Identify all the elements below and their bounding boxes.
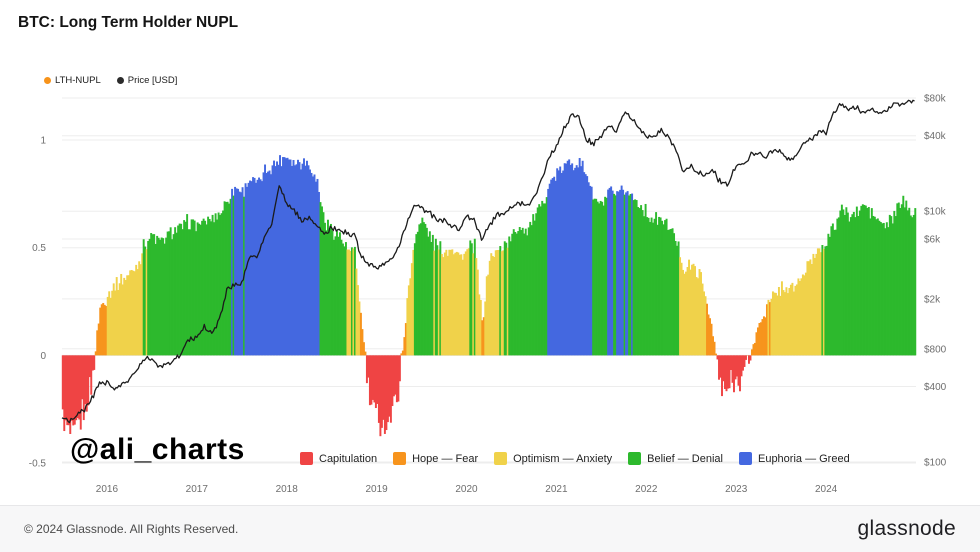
legend-item-price[interactable]: Price [USD]	[116, 75, 178, 86]
svg-text:2023: 2023	[725, 484, 748, 495]
svg-text:0.5: 0.5	[32, 243, 46, 254]
svg-text:$400: $400	[924, 382, 947, 393]
euphoria-greed-swatch-icon	[738, 452, 752, 465]
svg-text:$10k: $10k	[924, 207, 947, 218]
svg-text:$2k: $2k	[924, 294, 941, 305]
svg-text:2022: 2022	[635, 484, 658, 495]
svg-text:1: 1	[40, 136, 46, 147]
axis-labels: -0.5 0 0.5 1 $100 $400 $800 $2k $6k $10k $40k $80k 2…	[29, 94, 947, 496]
svg-text:2021: 2021	[545, 484, 568, 495]
nupl-price-chart[interactable]: -0.5 0 0.5 1 $100 $400 $800 $2k $6k $10k $40k $80k 2…	[0, 0, 980, 505]
legend-item-belief-denial[interactable]: Belief — Denial	[628, 452, 723, 465]
capitulation-swatch-icon	[300, 452, 313, 465]
svg-text:2019: 2019	[365, 484, 388, 495]
svg-text:$80k: $80k	[924, 94, 947, 105]
svg-text:0: 0	[40, 351, 46, 362]
svg-text:2020: 2020	[455, 484, 478, 495]
svg-text:$6k: $6k	[924, 235, 941, 246]
belief-denial-label: Belief — Denial	[647, 452, 723, 465]
price-label: Price [USD]	[127, 75, 178, 86]
hope-fear-swatch-icon	[393, 452, 407, 465]
watermark: @ali_charts	[70, 433, 245, 466]
legend-item-optimism-anxiety[interactable]: Optimism — Anxiety	[494, 452, 612, 465]
page-title: BTC: Long Term Holder NUPL	[18, 14, 239, 31]
euphoria-greed-label: Euphoria — Greed	[757, 452, 850, 465]
capitulation-label: Capitulation	[319, 452, 378, 465]
legend-item-hope-fear[interactable]: Hope — Fear	[393, 452, 478, 465]
price-line	[61, 99, 915, 424]
footer: © 2024 Glassnode. All Rights Reserved. g…	[0, 505, 980, 552]
svg-text:2018: 2018	[276, 484, 299, 495]
svg-text:2016: 2016	[96, 484, 119, 495]
legend-item-capitulation[interactable]: Capitulation	[300, 452, 377, 465]
glassnode-logo: glassnode	[857, 517, 956, 540]
svg-text:2024: 2024	[815, 484, 838, 495]
optimism-anxiety-label: Optimism — Anxiety	[513, 452, 613, 465]
legend-item-lth-nupl[interactable]: LTH-NUPL	[44, 75, 101, 86]
svg-text:-0.5: -0.5	[29, 459, 47, 470]
svg-text:$40k: $40k	[924, 131, 947, 142]
lth-nupl-dot-icon	[44, 77, 51, 84]
copyright-text: © 2024 Glassnode. All Rights Reserved.	[24, 522, 239, 536]
price-dot-icon	[116, 77, 124, 84]
belief-denial-swatch-icon	[628, 452, 642, 465]
hope-fear-label: Hope — Fear	[412, 452, 479, 465]
lth-nupl-label: LTH-NUPL	[55, 75, 101, 86]
svg-text:$800: $800	[924, 344, 947, 355]
legend-item-euphoria-greed[interactable]: Euphoria — Greed	[738, 452, 850, 465]
svg-text:2017: 2017	[186, 484, 209, 495]
nupl-bars	[61, 155, 917, 437]
series-legend: LTH-NUPL Price [USD]	[44, 75, 177, 86]
optimism-anxiety-swatch-icon	[494, 452, 508, 465]
svg-text:$100: $100	[924, 458, 947, 469]
band-legend: Capitulation Hope — Fear Optimism — Anxi…	[300, 452, 850, 465]
